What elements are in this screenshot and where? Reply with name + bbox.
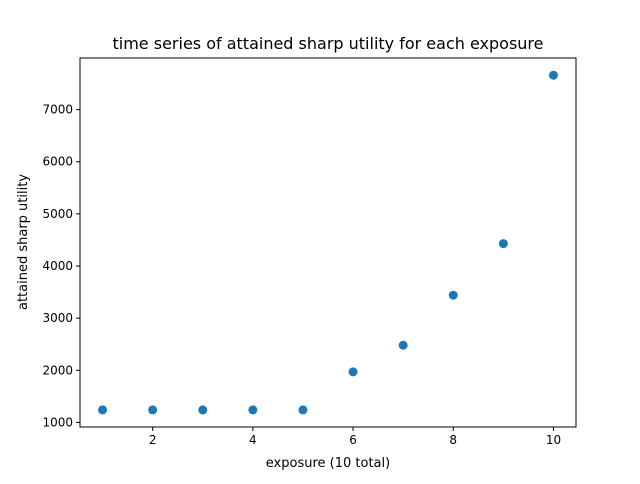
y-tick-label: 2000 [42, 363, 73, 377]
x-tick-label: 6 [349, 433, 357, 447]
y-axis-label: attained sharp utility [16, 174, 31, 310]
y-tick-label: 5000 [42, 207, 73, 221]
data-point [248, 405, 258, 415]
data-point [298, 405, 308, 415]
data-point [448, 290, 458, 300]
x-tick-label: 8 [449, 433, 457, 447]
x-tick-label: 2 [149, 433, 157, 447]
y-tick-label: 3000 [42, 311, 73, 325]
x-tick-label: 10 [546, 433, 561, 447]
x-tick-label: 4 [249, 433, 257, 447]
y-tick-label: 6000 [42, 155, 73, 169]
x-axis-label: exposure (10 total) [266, 456, 390, 471]
data-point [348, 367, 358, 377]
plot-frame [79, 57, 577, 428]
data-point [398, 340, 408, 350]
data-point [148, 405, 158, 415]
data-point [198, 405, 208, 415]
data-point [548, 70, 558, 80]
plot-area: 2 4 6 8 10 1000 2000 3000 4000 5000 6000 7000 [42, 57, 577, 447]
y-tick-label: 7000 [42, 103, 73, 117]
chart-title: time series of attained sharp utility fo… [113, 34, 544, 53]
data-point [498, 239, 508, 249]
y-tick-label: 1000 [42, 415, 73, 429]
y-tick-label: 4000 [42, 259, 73, 273]
data-point [98, 405, 108, 415]
